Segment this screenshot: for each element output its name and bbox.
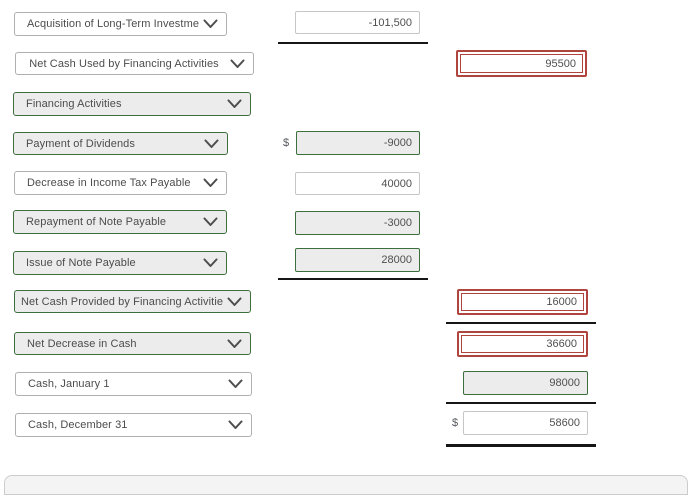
- subtotal-rule-middle-1: [278, 42, 428, 44]
- amount-input-row7[interactable]: 28000: [295, 248, 420, 272]
- amount-input-row10[interactable]: 98000: [463, 371, 588, 395]
- cash-flow-worksheet: Acquisition of Long-Term Investment -101…: [4, 11, 688, 495]
- account-select-label: Repayment of Note Payable: [26, 216, 167, 228]
- subtotal-rule-right-1: [446, 322, 596, 324]
- account-select-row2[interactable]: Net Cash Used by Financing Activities: [15, 52, 254, 75]
- account-select-label: Payment of Dividends: [26, 137, 135, 150]
- amount-input-row2[interactable]: 95500: [456, 50, 587, 77]
- account-select-row1[interactable]: Acquisition of Long-Term Investment: [14, 12, 227, 36]
- subtotal-rule-right-2: [446, 402, 596, 404]
- account-select-label: Issue of Note Payable: [26, 257, 136, 269]
- account-select-label: Financing Activities: [26, 98, 122, 110]
- chevron-down-icon: [203, 19, 218, 29]
- chevron-down-icon: [227, 297, 242, 306]
- account-select-row10[interactable]: Cash, January 1: [15, 372, 252, 396]
- amount-input-row5[interactable]: 40000: [295, 172, 420, 195]
- chevron-down-icon: [203, 258, 218, 268]
- account-select-row9[interactable]: Net Decrease in Cash: [14, 332, 251, 355]
- account-select-row8[interactable]: Net Cash Provided by Financing Activitie…: [14, 290, 251, 313]
- chevron-down-icon: [227, 339, 242, 348]
- account-select-label: Cash, December 31: [28, 419, 128, 431]
- chevron-down-icon: [203, 178, 218, 188]
- account-select-label: Net Cash Used by Financing Activities: [29, 57, 219, 70]
- chevron-down-icon: [228, 420, 243, 430]
- account-select-row11[interactable]: Cash, December 31: [15, 413, 252, 437]
- subtotal-rule-middle-2: [278, 278, 428, 280]
- account-select-row5[interactable]: Decrease in Income Tax Payable: [14, 171, 227, 195]
- amount-input-row1[interactable]: -101,500: [295, 11, 420, 34]
- currency-symbol: $: [452, 417, 459, 429]
- chevron-down-icon: [203, 217, 218, 227]
- amount-input-row9[interactable]: 36600: [457, 331, 588, 357]
- account-select-label: Net Decrease in Cash: [27, 337, 137, 350]
- account-select-row3[interactable]: Financing Activities: [13, 92, 251, 116]
- account-select-row6[interactable]: Repayment of Note Payable: [13, 210, 227, 234]
- account-select-row7[interactable]: Issue of Note Payable: [13, 251, 227, 275]
- account-select-label: Decrease in Income Tax Payable: [27, 177, 191, 189]
- account-select-label: Cash, January 1: [28, 378, 110, 390]
- next-section-panel-edge: [4, 475, 688, 495]
- chevron-down-icon: [230, 59, 245, 68]
- amount-input-row11[interactable]: 58600: [463, 411, 588, 435]
- account-select-label: Acquisition of Long-Term Investment: [27, 18, 199, 30]
- amount-input-row6[interactable]: -3000: [295, 211, 420, 235]
- amount-input-row8[interactable]: 16000: [457, 289, 588, 315]
- account-select-label: Net Cash Provided by Financing Activitie…: [21, 295, 223, 308]
- currency-symbol: $: [283, 137, 290, 149]
- chevron-down-icon: [204, 139, 219, 148]
- chevron-down-icon: [228, 379, 243, 389]
- total-rule: [446, 444, 596, 447]
- amount-input-row4[interactable]: -9000: [296, 131, 420, 155]
- account-select-row4[interactable]: Payment of Dividends: [13, 132, 228, 155]
- chevron-down-icon: [227, 99, 242, 109]
